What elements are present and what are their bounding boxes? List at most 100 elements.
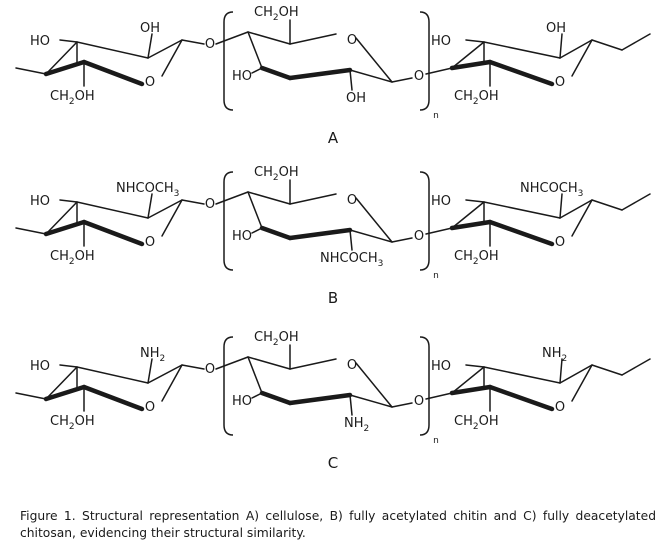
chain-bond: [181, 39, 205, 45]
ring-bond: [349, 394, 393, 408]
left-ring-ch2oh-label: CH2OH: [50, 89, 95, 107]
middle-ring-oxygen-label: O: [347, 193, 357, 208]
ring-bold-bond: [43, 59, 87, 77]
repeat-index-n: n: [433, 111, 439, 121]
substituent-bond: [559, 358, 563, 384]
repeat-bracket-right: [419, 11, 430, 111]
chain-bond: [591, 39, 623, 51]
bridge-oxygen-left-label: O: [205, 37, 215, 52]
ring-bond: [289, 358, 337, 370]
ring-bond: [349, 229, 393, 243]
left-ring-top-substituent: NHCOCH3: [116, 181, 179, 199]
ring-bold-bond: [81, 384, 145, 412]
repeat-index-n: n: [433, 271, 439, 281]
substituent-bond: [349, 394, 353, 416]
ring-bond: [247, 191, 263, 229]
left-ring-ch2oh-label: CH2OH: [50, 249, 95, 267]
middle-ring-ho-label: HO: [232, 394, 252, 409]
ring-bond: [161, 199, 183, 237]
right-ring-top-substituent: OH: [546, 21, 566, 36]
repeat-bracket-left: [223, 11, 234, 111]
right-ring-top-substituent: NH2: [542, 346, 567, 364]
ring-bond: [45, 366, 78, 400]
chain-bond: [425, 67, 453, 75]
figure-caption: Figure 1. Structural representation A) c…: [20, 509, 656, 541]
ring-bond: [289, 193, 337, 205]
ring-bond: [76, 366, 149, 384]
substituent-bond: [59, 39, 78, 43]
substituent-bond: [559, 193, 563, 219]
ring-bond: [76, 201, 149, 219]
polysaccharide-structures-figure: HOOHCH2OHOOnCH2OHHOOHOOHOOHCH2OHOAHONHCO…: [15, 5, 651, 472]
repeat-bracket-left: [223, 336, 234, 436]
chain-bond: [391, 402, 413, 408]
right-ring-oxygen-label: O: [555, 400, 565, 415]
right-ring-top-substituent: NHCOCH3: [520, 181, 583, 199]
substituent-bond: [147, 193, 153, 219]
ring-bond: [161, 39, 183, 77]
ring-bold-bond: [487, 219, 555, 247]
ring-bold-bond: [81, 219, 145, 247]
ring-bond: [571, 199, 593, 237]
ring-bond: [247, 191, 291, 205]
ring-bond: [45, 41, 78, 75]
ring-bond: [247, 356, 291, 370]
substituent-bond: [465, 39, 485, 43]
chain-bond: [391, 237, 413, 243]
ring-bond: [289, 33, 337, 45]
structure-panel-b: HO NHCOCH3 CH2OH O On CH2OH HO NHCOCH3 O O HO NHCOC…: [15, 165, 651, 307]
middle-ring-ch2oh-label: CH2OH: [254, 165, 299, 183]
ring-bond: [161, 364, 183, 402]
left-ring-ch2oh-label: CH2OH: [50, 414, 95, 432]
panel-letter-c: C: [328, 454, 338, 472]
chain-bond: [15, 67, 47, 75]
left-ring-top-substituent: OH: [140, 21, 160, 36]
structure-panel-c: HO NH2 CH2OH O On CH2OH HO NH2 O O HO NH2 CH2OH O C: [15, 330, 651, 472]
right-ring-ho-label: HO: [431, 34, 451, 49]
ring-bond: [559, 364, 593, 384]
substituent-bond: [59, 364, 78, 368]
ring-bond: [147, 199, 183, 219]
substituent-bond: [251, 67, 263, 74]
chain-bond: [215, 356, 249, 370]
ring-bond: [559, 199, 593, 219]
substituent-bond: [465, 364, 485, 368]
substituent-bond: [349, 229, 353, 251]
middle-ring-oxygen-label: O: [347, 358, 357, 373]
repeat-bracket-right: [419, 171, 430, 271]
bridge-oxygen-right-label: O: [414, 69, 424, 84]
middle-ring-oxygen-label: O: [347, 33, 357, 48]
chain-bond: [181, 199, 205, 205]
ring-bond: [147, 39, 183, 59]
ring-bold-bond: [259, 390, 293, 406]
ring-bold-bond: [287, 67, 353, 81]
ring-bond: [247, 356, 263, 394]
bridge-oxygen-left-label: O: [205, 197, 215, 212]
chain-bond: [425, 392, 453, 400]
substituent-bond: [559, 33, 563, 59]
chain-bond: [15, 227, 47, 235]
ring-bold-bond: [449, 219, 493, 231]
middle-ring-ch2oh-label: CH2OH: [254, 330, 299, 348]
ring-bond: [451, 366, 485, 394]
ring-bond: [76, 41, 149, 59]
ring-bond: [451, 41, 485, 69]
chain-bond: [591, 199, 623, 211]
middle-ring-bottom-substituent: NHCOCH3: [320, 251, 383, 269]
ring-bond: [247, 31, 263, 69]
substituent-bond: [251, 392, 263, 399]
bridge-oxygen-left-label: O: [205, 362, 215, 377]
bridge-oxygen-right-label: O: [414, 394, 424, 409]
substituent-bond: [147, 33, 153, 59]
middle-ring-ho-label: HO: [232, 69, 252, 84]
right-ring-oxygen-label: O: [555, 75, 565, 90]
ring-bold-bond: [487, 59, 555, 87]
right-ring-ho-label: HO: [431, 194, 451, 209]
bridge-oxygen-right-label: O: [414, 229, 424, 244]
chain-bond: [591, 364, 623, 376]
ring-bold-bond: [259, 65, 293, 81]
ring-bold-bond: [43, 384, 87, 402]
middle-ring-ho-label: HO: [232, 229, 252, 244]
right-ring-ch2oh-label: CH2OH: [454, 89, 499, 107]
